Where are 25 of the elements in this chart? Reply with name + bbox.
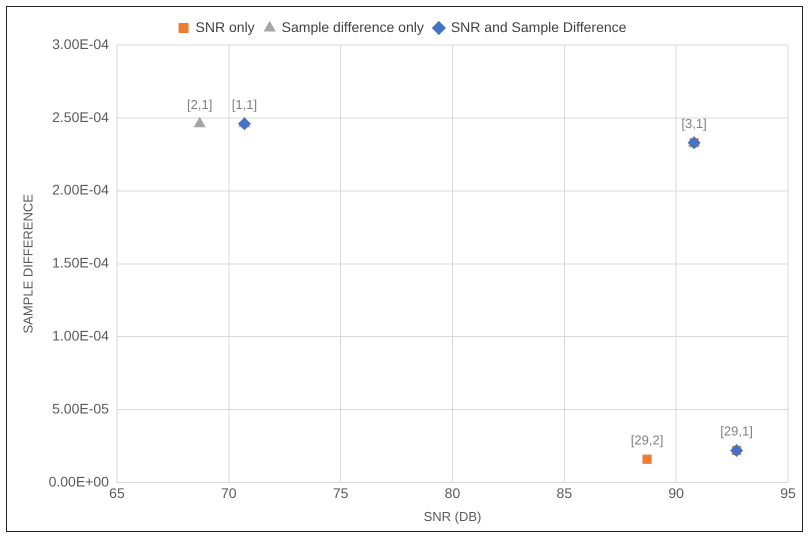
x-tick-label: 80	[444, 484, 460, 501]
annotation: [29,2]	[630, 432, 664, 448]
legend-label: Sample difference only	[282, 18, 424, 35]
y-tick-label: 5.00E-05	[52, 400, 110, 417]
annotation: [3,1]	[681, 116, 707, 131]
x-axis-title: SNR (DB)	[424, 508, 482, 524]
x-tick-label: 90	[668, 484, 684, 501]
y-tick-label: 2.00E-04	[52, 182, 110, 198]
x-tick-label: 85	[556, 484, 572, 501]
annotation: [1,1]	[232, 96, 258, 112]
legend-label: SNR only	[196, 18, 255, 35]
y-tick-label: 0.00E+00	[48, 473, 110, 490]
point	[642, 454, 652, 464]
x-tick-label: 70	[220, 484, 237, 501]
y-tick-label: 1.00E-04	[52, 328, 110, 344]
y-tick-label: 3.00E-04	[52, 36, 110, 52]
x-tick-label: 95	[780, 484, 796, 501]
x-tick-label: 65	[109, 484, 125, 501]
legend-label: SNR and Sample Difference	[450, 18, 627, 35]
y-tick-label: 2.50E-04	[52, 108, 110, 125]
annotation: [29,1]	[720, 424, 753, 439]
y-tick-label: 1.50E-04	[52, 254, 110, 271]
annotation: [2,1]	[187, 96, 212, 112]
x-tick-label: 75	[332, 484, 349, 501]
y-axis-title: SAMPLE DIFFERENCE	[20, 194, 36, 334]
